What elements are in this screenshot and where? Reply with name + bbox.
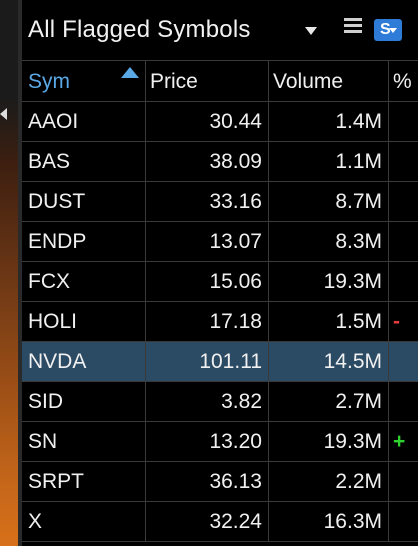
badge-chevron-down-icon	[389, 28, 397, 33]
symbols-table: Sym Price Volume % AAOI 30.44 1.4M BAS 38.09…	[22, 60, 418, 542]
cell-change	[389, 142, 418, 181]
cell-volume: 2.2M	[269, 462, 389, 501]
cell-change: +	[393, 430, 406, 453]
symbol-link-label: S	[380, 21, 391, 38]
cell-symbol: AAOI	[22, 102, 146, 141]
table-row[interactable]: ENDP 13.07 8.3M	[22, 222, 418, 262]
cell-price: 3.82	[146, 382, 269, 421]
cell-price: 32.24	[146, 502, 269, 541]
table-row[interactable]: BAS 38.09 1.1M	[22, 142, 418, 182]
cell-volume: 19.3M	[269, 422, 389, 461]
table-row[interactable]: HOLI 17.18 1.5M -	[22, 302, 418, 342]
cell-price: 36.13	[146, 462, 269, 501]
panel-header: All Flagged Symbols S	[22, 0, 418, 60]
table-row[interactable]: AAOI 30.44 1.4M	[22, 102, 418, 142]
symbol-link-button[interactable]: S	[374, 19, 402, 41]
table-body: AAOI 30.44 1.4M BAS 38.09 1.1M DUST 33.16 8.7M EN…	[22, 102, 418, 542]
menu-icon[interactable]	[344, 18, 362, 34]
cell-volume: 1.4M	[269, 102, 389, 141]
cell-change	[389, 182, 418, 221]
cell-symbol: NVDA	[22, 342, 146, 381]
cell-change	[389, 382, 418, 421]
table-row[interactable]: SRPT 36.13 2.2M	[22, 462, 418, 502]
cell-symbol: SRPT	[22, 462, 146, 501]
cell-symbol: X	[22, 502, 146, 541]
cell-change	[389, 502, 418, 541]
table-row[interactable]: SID 3.82 2.7M	[22, 382, 418, 422]
cell-change	[389, 342, 418, 381]
cell-change	[389, 262, 418, 301]
cell-symbol: SN	[22, 422, 146, 461]
cell-price: 38.09	[146, 142, 269, 181]
cell-volume: 1.1M	[269, 142, 389, 181]
cell-price: 30.44	[146, 102, 269, 141]
column-header-sym-label: Sym	[28, 70, 70, 93]
cell-symbol: FCX	[22, 262, 146, 301]
panel-title[interactable]: All Flagged Symbols	[28, 16, 251, 43]
sort-ascending-icon	[121, 67, 139, 78]
cell-symbol: DUST	[22, 182, 146, 221]
table-row[interactable]: FCX 15.06 19.3M	[22, 262, 418, 302]
cell-price: 33.16	[146, 182, 269, 221]
table-row[interactable]: X 32.24 16.3M	[22, 502, 418, 542]
cell-symbol: ENDP	[22, 222, 146, 261]
collapse-arrow-icon[interactable]	[0, 108, 7, 120]
table-header: Sym Price Volume %	[22, 60, 418, 102]
table-row[interactable]: NVDA 101.11 14.5M	[22, 342, 418, 382]
cell-price: 101.11	[146, 342, 269, 381]
cell-price: 13.07	[146, 222, 269, 261]
column-header-pct[interactable]: %	[393, 70, 412, 93]
cell-price: 13.20	[146, 422, 269, 461]
cell-symbol: BAS	[22, 142, 146, 181]
cell-volume: 16.3M	[269, 502, 389, 541]
cell-symbol: HOLI	[22, 302, 146, 341]
cell-volume: 2.7M	[269, 382, 389, 421]
cell-change: -	[393, 310, 400, 333]
cell-volume: 8.3M	[269, 222, 389, 261]
cell-change	[389, 222, 418, 261]
cell-volume: 1.5M	[269, 302, 389, 341]
cell-volume: 8.7M	[269, 182, 389, 221]
cell-change	[389, 462, 418, 501]
table-row[interactable]: DUST 33.16 8.7M	[22, 182, 418, 222]
cell-volume: 14.5M	[269, 342, 389, 381]
cell-change	[389, 102, 418, 141]
table-row[interactable]: SN 13.20 19.3M +	[22, 422, 418, 462]
cell-price: 15.06	[146, 262, 269, 301]
cell-price: 17.18	[146, 302, 269, 341]
column-header-volume[interactable]: Volume	[269, 61, 389, 101]
cell-volume: 19.3M	[269, 262, 389, 301]
column-header-price[interactable]: Price	[146, 61, 269, 101]
panel-splitter[interactable]	[18, 0, 22, 546]
column-header-sym[interactable]: Sym	[22, 61, 146, 101]
cell-symbol: SID	[22, 382, 146, 421]
left-panel-edge	[0, 0, 18, 546]
chevron-down-icon[interactable]	[305, 27, 317, 35]
